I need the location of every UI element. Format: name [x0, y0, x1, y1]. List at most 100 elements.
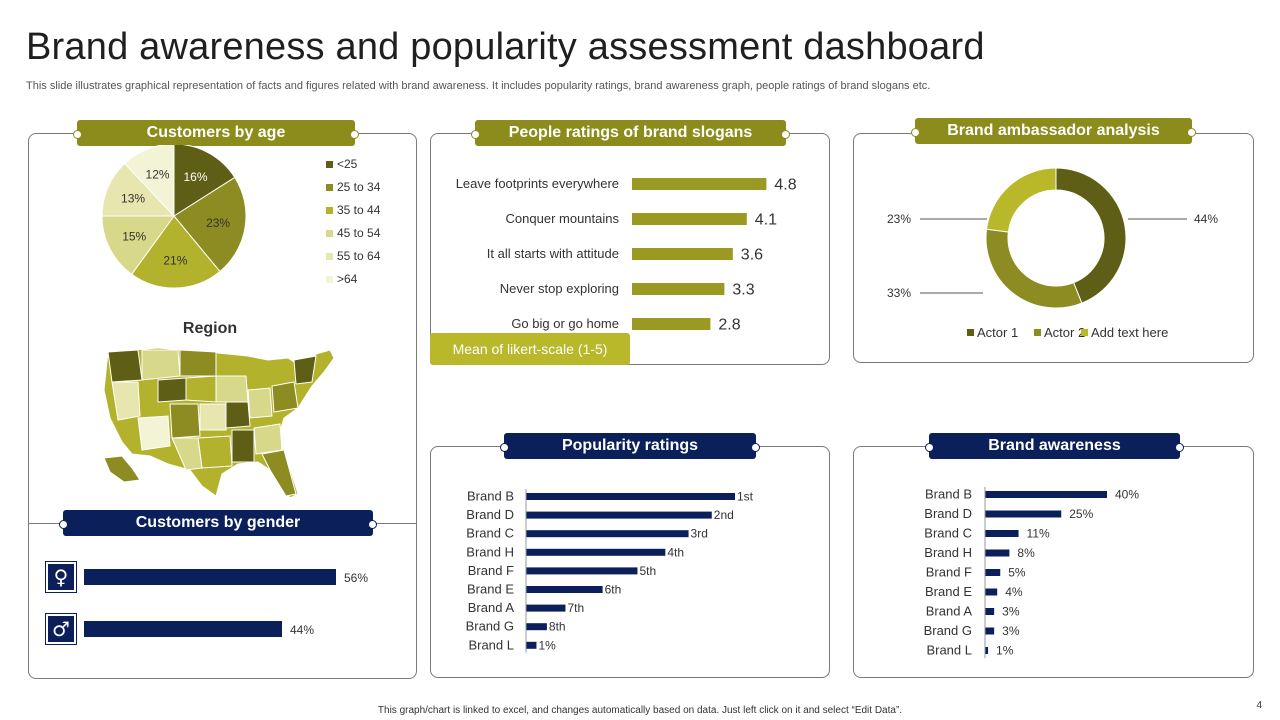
- bar: [632, 178, 767, 190]
- header-dot: [59, 519, 68, 529]
- bar: [526, 530, 689, 538]
- page-number: 4: [1256, 700, 1262, 711]
- header-dot: [751, 442, 760, 452]
- donut-legend-label: Actor 2: [1044, 325, 1085, 340]
- age-legend-swatch: [326, 161, 333, 168]
- age-legend-label: >64: [337, 272, 358, 286]
- bar-value-label: 3%: [1002, 605, 1020, 619]
- bar-category-label: Brand H: [924, 545, 972, 560]
- bar-category-label: Brand F: [926, 565, 972, 580]
- age-pie-label: 16%: [183, 170, 207, 184]
- bar-category-label: Brand H: [466, 544, 514, 559]
- age-pie-slice: [101, 215, 175, 275]
- bar-category-label: Brand D: [466, 507, 514, 522]
- bar-category-label: Brand B: [467, 489, 514, 504]
- bar-value-label: 4%: [1005, 585, 1023, 599]
- age-legend-label: <25: [337, 157, 358, 171]
- age-legend-label: 25 to 34: [337, 180, 381, 194]
- customers-by-age-title: Customers by age: [146, 124, 286, 141]
- age-legend-swatch: [326, 230, 333, 237]
- footer-note: This graph/chart is linked to excel, and…: [377, 705, 903, 716]
- header-dot: [471, 129, 480, 139]
- bar: [632, 283, 725, 295]
- customers-by-age-header: Customers by age: [73, 120, 359, 146]
- bar: [985, 608, 995, 615]
- bar-value-label: 3.6: [741, 246, 763, 263]
- ambassador-chart: 44% 33% 23% Actor 1 Actor 2 Add text here: [887, 167, 1218, 340]
- age-pie-label: 21%: [163, 254, 187, 268]
- gender-title: Customers by gender: [135, 514, 301, 531]
- slogans-title: People ratings of brand slogans: [508, 124, 753, 141]
- bar: [985, 647, 989, 654]
- bar-value-label: 1%: [538, 638, 556, 652]
- ambassador-header: Brand ambassador analysis: [911, 118, 1196, 144]
- bar-category-label: Brand D: [924, 506, 972, 521]
- bar-value-label: 8th: [549, 620, 566, 634]
- donut-slice: [985, 167, 1057, 233]
- donut-legend-swatch: [967, 329, 974, 336]
- popularity-panel: [430, 446, 830, 678]
- bar: [985, 530, 1019, 537]
- bar-value-label: 4.8: [774, 176, 796, 193]
- popularity-title: Popularity ratings: [561, 437, 699, 454]
- bar: [632, 248, 733, 260]
- donut-slice: [985, 228, 1083, 309]
- bar-value-label: 40%: [1115, 488, 1139, 502]
- page-title: Brand awareness and popularity assessmen…: [26, 26, 985, 68]
- awareness-panel: [853, 446, 1254, 678]
- bar: [526, 586, 603, 593]
- age-pie-slice: [130, 215, 221, 289]
- page-subtitle: This slide illustrates graphical represe…: [26, 80, 931, 92]
- header-dot: [350, 129, 359, 139]
- likert-scale-label: Mean of likert-scale (1-5): [430, 333, 630, 365]
- age-legend-swatch: [326, 207, 333, 214]
- bar-category-label: Brand E: [925, 584, 972, 599]
- bar: [526, 567, 638, 575]
- bar-category-label: Brand G: [924, 623, 972, 638]
- bar-value-label: 8%: [1017, 546, 1035, 560]
- bar: [526, 604, 566, 612]
- donut-legend-label: Add text here: [1091, 325, 1168, 340]
- bar-value-label: 7th: [567, 601, 584, 615]
- bar-category-label: Brand A: [468, 600, 515, 615]
- header-dot: [73, 129, 82, 139]
- region-title: Region: [182, 320, 238, 337]
- bar: [526, 548, 666, 556]
- female-icon: ♀: [45, 561, 77, 593]
- bar-value-label: 1st: [737, 490, 754, 504]
- bar: [632, 318, 711, 330]
- bar: [632, 213, 747, 225]
- age-legend-label: 55 to 64: [337, 249, 381, 263]
- age-legend-swatch: [326, 184, 333, 191]
- donut-legend-label: Actor 1: [977, 325, 1018, 340]
- male-value: 44%: [290, 623, 315, 637]
- bar-value-label: 5th: [639, 564, 656, 578]
- slogans-header: People ratings of brand slogans: [471, 120, 790, 146]
- donut-value-label: 33%: [887, 286, 911, 300]
- bar: [985, 491, 1107, 498]
- female-glyph: ♀: [48, 564, 74, 590]
- bar-value-label: 4.1: [755, 211, 777, 228]
- us-map-image: [103, 347, 335, 499]
- bar: [526, 623, 547, 631]
- donut-legend-swatch: [1034, 329, 1041, 336]
- bar-value-label: 2.8: [718, 316, 740, 333]
- bar-category-label: Brand C: [466, 526, 514, 541]
- header-dot: [911, 127, 920, 137]
- age-legend-label: 45 to 54: [337, 226, 381, 240]
- header-dot: [500, 442, 509, 452]
- header-dot: [1175, 442, 1184, 452]
- popularity-chart: Brand B 1st Brand D 2nd Brand C 3rd Brand H 4th…: [466, 489, 754, 653]
- bar-value-label: 3.3: [732, 281, 754, 298]
- donut-legend-swatch: [1081, 329, 1088, 336]
- donut-value-label: 44%: [1194, 212, 1218, 226]
- awareness-title: Brand awareness: [988, 437, 1121, 454]
- bar-category-label: It all starts with attitude: [487, 246, 619, 261]
- bar-value-label: 5%: [1008, 566, 1026, 580]
- customers-by-age-chart: 16% 23% 21% 15% 13%12% <25 25 to 34 35 to 44 45 …: [101, 145, 381, 289]
- bar: [526, 493, 735, 500]
- bar: [526, 641, 537, 649]
- bar-category-label: Leave footprints everywhere: [456, 176, 619, 191]
- bar-category-label: Brand L: [926, 643, 972, 658]
- male-bar: [84, 621, 282, 637]
